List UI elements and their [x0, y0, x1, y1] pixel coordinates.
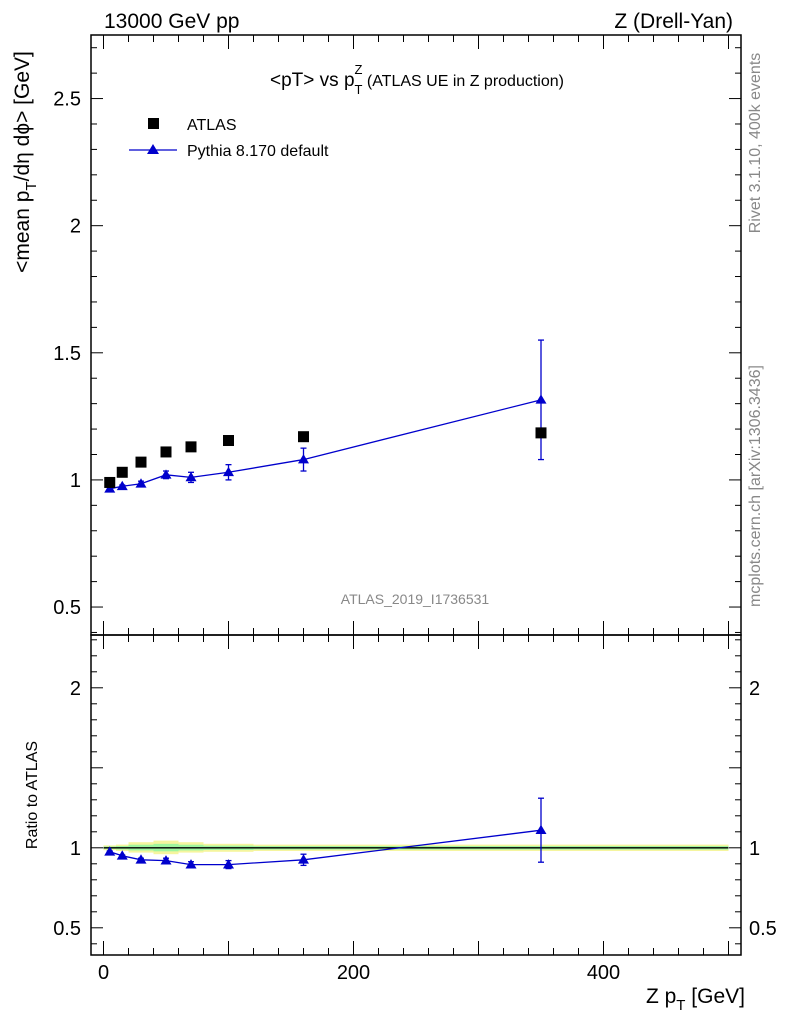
ratio-ytick-label: 1: [70, 838, 81, 860]
x-axis-label: Z pT [GeV]: [646, 985, 745, 1014]
main-ytick-label: 1: [70, 470, 81, 492]
x-tick-label: 400: [587, 962, 620, 984]
xlabel-part-a: Z p: [646, 985, 676, 1008]
header-left: 13000 GeV pp: [104, 10, 239, 33]
main-y-ticks: [91, 47, 741, 633]
atlas-point: [104, 476, 116, 488]
legend: ATLAS Pythia 8.170 default: [129, 117, 329, 160]
legend-pythia-marker: [147, 144, 159, 154]
main-ytick-label: 2: [70, 216, 81, 238]
ratio-ytick-label-right: 0.5: [749, 918, 777, 940]
main-y-tick-labels: 0.5 1 1.5 2 2.5: [53, 89, 81, 619]
ylabel-part-b: /dη dϕ> [GeV]: [11, 51, 34, 181]
pythia-point: [104, 483, 116, 493]
pythia-point: [185, 471, 197, 482]
ratio-data-marks: [104, 797, 547, 870]
pythia-point: [160, 469, 172, 479]
atlas-point: [185, 441, 197, 453]
pythia-point: [535, 394, 547, 404]
ratio-ytick-label: 0.5: [53, 918, 81, 940]
legend-atlas-marker: [148, 118, 159, 129]
ratio-point: [185, 859, 197, 869]
main-x-ticks: [103, 35, 729, 635]
ratio-y-axis-label: Ratio to ATLAS: [24, 741, 41, 849]
legend-atlas-label: ATLAS: [187, 117, 237, 134]
title-sup: Z: [354, 62, 362, 77]
ratio-point: [116, 850, 128, 860]
x-tick-label: 0: [98, 962, 109, 984]
ratio-x-ticks: [103, 635, 729, 955]
legend-pythia-label: Pythia 8.170 default: [187, 143, 329, 160]
ratio-y-ticks: [91, 639, 741, 945]
header-right: Z (Drell-Yan): [614, 10, 733, 33]
ratio-x-tick-labels: 0 200 400: [98, 962, 620, 984]
main-ytick-label: 2.5: [53, 89, 81, 111]
rivet-label: Rivet 3.1.10, 400k events: [747, 53, 764, 234]
xlabel-part-b: [GeV]: [685, 985, 745, 1008]
analysis-watermark: ATLAS_2019_I1736531: [341, 591, 490, 607]
ratio-ytick-label-right: 2: [749, 678, 760, 700]
main-title: <pT> vs pTZ (ATLAS UE in Z production): [270, 62, 564, 97]
x-tick-label: 200: [337, 962, 370, 984]
ylabel-part-a: <mean p: [11, 191, 34, 273]
ratio-frame: [90, 634, 742, 956]
ratio-point: [223, 859, 234, 869]
ratio-point: [135, 854, 147, 864]
ratio-point: [298, 854, 309, 864]
atlas-point: [223, 435, 234, 447]
ylabel-sub: T: [23, 181, 40, 190]
atlas-point: [535, 427, 547, 439]
ratio-ytick-label: 2: [70, 678, 81, 700]
ratio-y-tick-labels: 0.5 0.5 1 1 2 2: [53, 678, 777, 940]
ratio-point: [104, 846, 116, 856]
main-y-axis-label: <mean pT/dη dϕ> [GeV]: [11, 51, 40, 273]
main-data-marks: [104, 339, 547, 493]
atlas-point: [160, 446, 172, 458]
pythia-point: [116, 480, 128, 491]
pythia-series-line: [109, 399, 542, 490]
title-sub: T: [355, 82, 363, 97]
atlas-point: [298, 431, 309, 443]
pythia-point: [223, 466, 234, 477]
mcplots-label: mcplots.cern.ch [arXiv:1306.3436]: [747, 365, 764, 607]
pythia-point: [135, 478, 147, 488]
main-ytick-label: 0.5: [53, 597, 81, 619]
atlas-point: [135, 456, 147, 468]
title-part-b: (ATLAS UE in Z production): [362, 73, 564, 90]
ratio-point: [535, 824, 547, 835]
pythia-point: [298, 454, 309, 464]
ratio-panel: 0.5 0.5 1 1 2 2 0 200 400 Ratio to ATLAS Z pT […: [24, 634, 777, 1014]
xlabel-sub: T: [676, 997, 685, 1014]
main-ytick-label: 1.5: [53, 343, 81, 365]
ratio-ytick-label-right: 1: [749, 838, 760, 860]
ratio-point: [160, 855, 172, 865]
title-part-a: <pT> vs p: [270, 70, 355, 91]
main-panel: 0.511.522.5 <pT> vs pTZ (ATLAS UE in Z p…: [11, 34, 742, 636]
atlas-point: [116, 466, 128, 478]
